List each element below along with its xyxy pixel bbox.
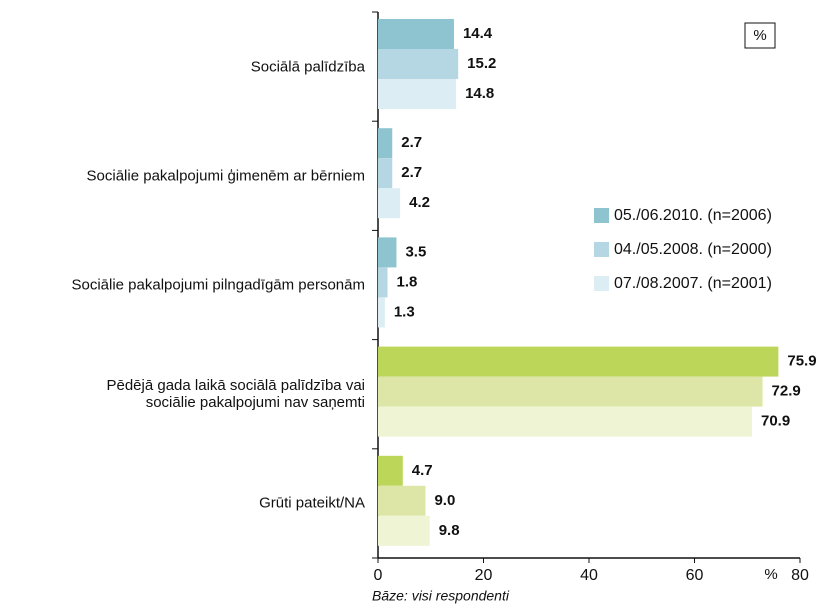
legend-swatch [594, 276, 609, 291]
value-label: 70.9 [761, 413, 790, 430]
bar [378, 406, 752, 437]
bar [378, 237, 397, 268]
value-label: 2.7 [401, 164, 422, 181]
bar [378, 128, 393, 159]
bar [378, 19, 454, 49]
bar [378, 376, 763, 407]
footnote: Bāze: visi respondenti [372, 588, 510, 604]
bar [378, 346, 779, 377]
bar [378, 267, 388, 298]
x-tick-label: 40 [580, 567, 598, 584]
value-label: 3.5 [405, 243, 426, 260]
unit-box-frame [744, 22, 776, 49]
value-label: 14.4 [463, 25, 493, 42]
bar [378, 49, 459, 79]
bar [378, 485, 426, 516]
category-label: Sociālā palīdzība [250, 58, 365, 76]
category-label: Grūti pateikt/NA [259, 494, 365, 512]
value-label: 9.0 [434, 492, 455, 509]
legend-swatch [594, 242, 609, 257]
unit-box: % [753, 27, 766, 44]
value-label: 72.9 [772, 383, 801, 400]
value-label: 15.2 [467, 55, 496, 72]
value-label: 4.7 [412, 462, 433, 479]
value-label: 1.8 [396, 273, 417, 290]
category-label: Pēdējā gada laikā sociālā palīdzība vai … [106, 377, 365, 412]
x-tick-label: 80 [791, 567, 809, 584]
legend-label: 04./05.2008. (n=2000) [614, 241, 772, 258]
bar [378, 297, 385, 328]
legend-label: 05./06.2010. (n=2006) [614, 207, 772, 224]
bar [378, 158, 393, 189]
x-tick-label: 60 [686, 567, 704, 584]
bar [378, 515, 430, 546]
value-label: 75.9 [787, 353, 816, 370]
value-label: 14.8 [465, 85, 494, 102]
x-tick-label: 20 [475, 567, 493, 584]
value-label: 2.7 [401, 134, 422, 151]
category-label: Sociālie pakalpojumi ģimenēm ar bērniem [86, 167, 365, 185]
value-label: 9.8 [439, 522, 460, 539]
category-label: Sociālie pakalpojumi pilngadīgām personā… [71, 276, 365, 294]
x-tick-label: 0 [374, 567, 383, 584]
legend-label: 07./08.2007. (n=2001) [614, 275, 772, 292]
unit-label: % [764, 566, 777, 583]
value-label: 4.2 [409, 194, 430, 211]
bar [378, 188, 401, 219]
bar [378, 455, 403, 486]
legend-swatch [594, 208, 609, 223]
bar [378, 79, 457, 109]
value-label: 1.3 [394, 303, 415, 320]
